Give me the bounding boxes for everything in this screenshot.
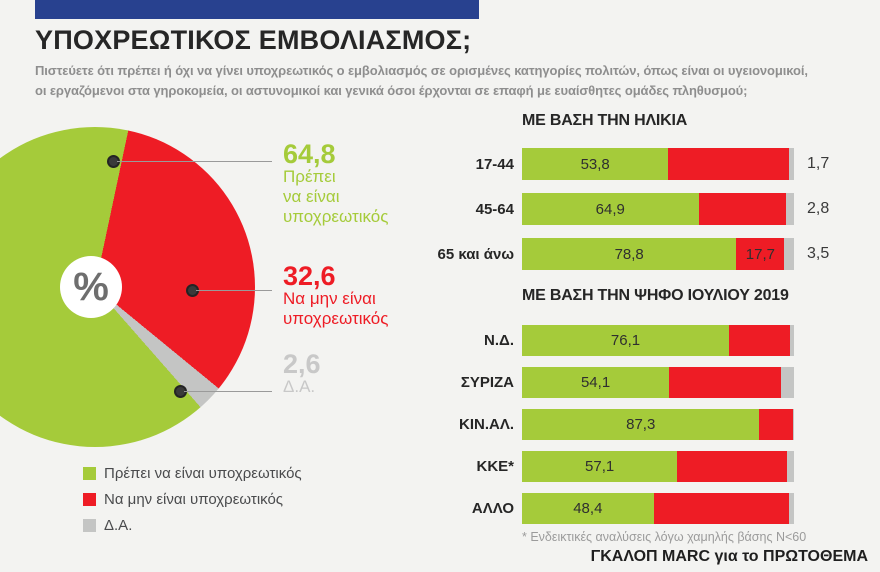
vote-bar-row-nd: Ν.Δ. 76,1 <box>420 325 794 356</box>
age-bar-row-45-64: 45-64 64,9 2,8 <box>420 193 829 225</box>
pie-callout-dk: 2,6 Δ.Α. <box>283 351 321 397</box>
stacked-bar: 76,1 <box>522 325 794 356</box>
bar-segment-dk <box>781 367 794 398</box>
legend: Πρέπει να είναι υποχρεωτικός Να μην είνα… <box>83 465 302 543</box>
bar-segment-dk <box>793 409 794 440</box>
bar-segment-yes: 78,8 <box>522 238 737 270</box>
pie-value-no: 32,6 <box>283 261 336 291</box>
age-chart-heading: ΜΕ ΒΑΣΗ ΤΗΝ ΗΛΙΚΙΑ <box>522 112 688 129</box>
subtitle-line-1: Πιστεύετε ότι πρέπει ή όχι να γίνει υποχ… <box>35 63 808 78</box>
bar-segment-yes: 48,4 <box>522 493 654 524</box>
bar-row-label: ΚΚΕ* <box>476 458 514 475</box>
bar-segment-yes: 53,8 <box>522 148 669 180</box>
pie-chart <box>0 127 255 447</box>
legend-label-no: Να μην είναι υποχρεωτικός <box>104 490 284 508</box>
vote-bar-row-other: ΑΛΛΟ 48,4 <box>420 493 794 524</box>
legend-item-yes: Πρέπει να είναι υποχρεωτικός <box>83 464 302 482</box>
page-title: ΥΠΟΧΡΕΩΤΙΚΟΣ ΕΜΒΟΛΙΑΣΜΟΣ; <box>35 25 472 55</box>
stacked-bar: 78,8 17,7 <box>522 238 794 270</box>
segment-value-label: 78,8 <box>614 245 644 263</box>
segment-value-label: 48,4 <box>573 500 603 517</box>
pie-label-dk-1: Δ.Α. <box>283 377 316 396</box>
vote-bar-row-kke: ΚΚΕ* 57,1 <box>420 451 794 482</box>
segment-value-label: 64,9 <box>595 200 625 218</box>
bar-segment-no <box>677 451 787 482</box>
bar-row-label: ΣΥΡΙΖΑ <box>460 374 514 391</box>
pie-label-yes-1: Πρέπει <box>283 167 336 186</box>
vote-chart-heading: ΜΕ ΒΑΣΗ ΤΗΝ ΨΗΦΟ ΙΟΥΛΙΟΥ 2019 <box>522 287 789 304</box>
bar-row-label: Ν.Δ. <box>484 332 514 349</box>
pie-callout-no: 32,6 Να μην είναι υποχρεωτικός <box>283 263 388 329</box>
legend-label-yes: Πρέπει να είναι υποχρεωτικός <box>104 464 302 482</box>
bar-segment-no <box>668 148 790 180</box>
header-accent-bar <box>35 0 479 19</box>
bar-segment-dk <box>789 325 794 356</box>
stacked-bar: 64,9 <box>522 193 794 225</box>
age-bar-row-65-plus: 65 και άνω 78,8 17,7 3,5 <box>420 238 829 270</box>
bar-segment-yes: 57,1 <box>522 451 678 482</box>
pie-label-no-2: υποχρεωτικός <box>283 309 389 328</box>
stacked-bar: 48,4 <box>522 493 794 524</box>
bar-segment-no <box>759 409 794 440</box>
bar-segment-no <box>698 193 787 225</box>
callout-line-dk <box>184 391 272 392</box>
bar-row-label: 17-44 <box>475 155 514 173</box>
legend-item-dk: Δ.Α. <box>83 516 302 534</box>
pie-label-yes-2: να είναι <box>283 187 340 206</box>
legend-swatch-dk <box>83 518 96 532</box>
legend-swatch-yes <box>83 466 96 480</box>
age-bar-row-17-44: 17-44 53,8 1,7 <box>420 148 829 180</box>
callout-line-yes <box>117 161 272 162</box>
segment-value-label: 17,7 <box>745 245 775 263</box>
bar-segment-dk <box>789 493 794 524</box>
bar-segment-dk <box>789 148 794 180</box>
bar-segment-dk <box>784 238 794 270</box>
subtitle-line-2: οι εργαζόμενοι στα γηροκομεία, οι αστυνο… <box>35 83 748 98</box>
bar-segment-yes: 64,9 <box>522 193 699 225</box>
pie-value-dk: 2,6 <box>283 349 321 379</box>
segment-value-label: 76,1 <box>610 332 641 349</box>
pie-label-no-1: Να μην είναι <box>283 289 376 308</box>
bar-right-value: 1,7 <box>807 155 830 172</box>
bar-segment-yes: 87,3 <box>522 409 760 440</box>
legend-item-no: Να μην είναι υποχρεωτικός <box>83 490 302 508</box>
callout-line-no <box>196 290 272 291</box>
bar-segment-no: 17,7 <box>736 238 785 270</box>
pie-value-yes: 64,8 <box>283 139 336 169</box>
stacked-bar: 87,3 <box>522 409 794 440</box>
pie-label-yes-3: υποχρεωτικός <box>283 207 389 226</box>
segment-value-label: 57,1 <box>585 458 615 475</box>
bar-row-label: 65 και άνω <box>437 245 514 263</box>
stacked-bar: 53,8 <box>522 148 794 180</box>
bar-segment-dk <box>786 193 794 225</box>
source-credit: ΓΚΑΛΟΠ MARC για το ΠΡΩΤΟΘΕΜΑ <box>590 548 868 565</box>
stacked-bar: 54,1 <box>522 367 794 398</box>
bar-right-value: 3,5 <box>807 245 830 262</box>
vote-bar-row-kinal: ΚΙΝ.ΑΛ. 87,3 <box>420 409 794 440</box>
bar-row-label: ΑΛΛΟ <box>471 500 514 517</box>
legend-swatch-no <box>83 492 96 506</box>
segment-value-label: 87,3 <box>626 416 656 433</box>
bar-row-label: 45-64 <box>475 200 514 218</box>
stacked-bar: 57,1 <box>522 451 794 482</box>
bar-row-label: ΚΙΝ.ΑΛ. <box>458 416 514 433</box>
bar-segment-no <box>653 493 790 524</box>
bar-segment-yes: 54,1 <box>522 367 670 398</box>
pie-center-badge: % <box>60 256 122 318</box>
segment-value-label: 54,1 <box>580 374 611 391</box>
legend-label-dk: Δ.Α. <box>104 516 133 534</box>
bar-segment-no <box>669 367 782 398</box>
bar-segment-dk <box>786 451 794 482</box>
percent-symbol: % <box>73 264 109 309</box>
footnote: * Ενδεικτικές αναλύσεις λόγω χαμηλής βάσ… <box>522 530 807 544</box>
page-subtitle: Πιστεύετε ότι πρέπει ή όχι να γίνει υποχ… <box>35 61 865 101</box>
bar-right-value: 2,8 <box>807 200 830 217</box>
segment-value-label: 53,8 <box>580 155 610 173</box>
bar-segment-no <box>728 325 790 356</box>
vote-bar-row-syriza: ΣΥΡΙΖΑ 54,1 <box>420 367 794 398</box>
pie-callout-yes: 64,8 Πρέπει να είναι υποχρεωτικός <box>283 141 388 227</box>
bar-segment-yes: 76,1 <box>522 325 729 356</box>
